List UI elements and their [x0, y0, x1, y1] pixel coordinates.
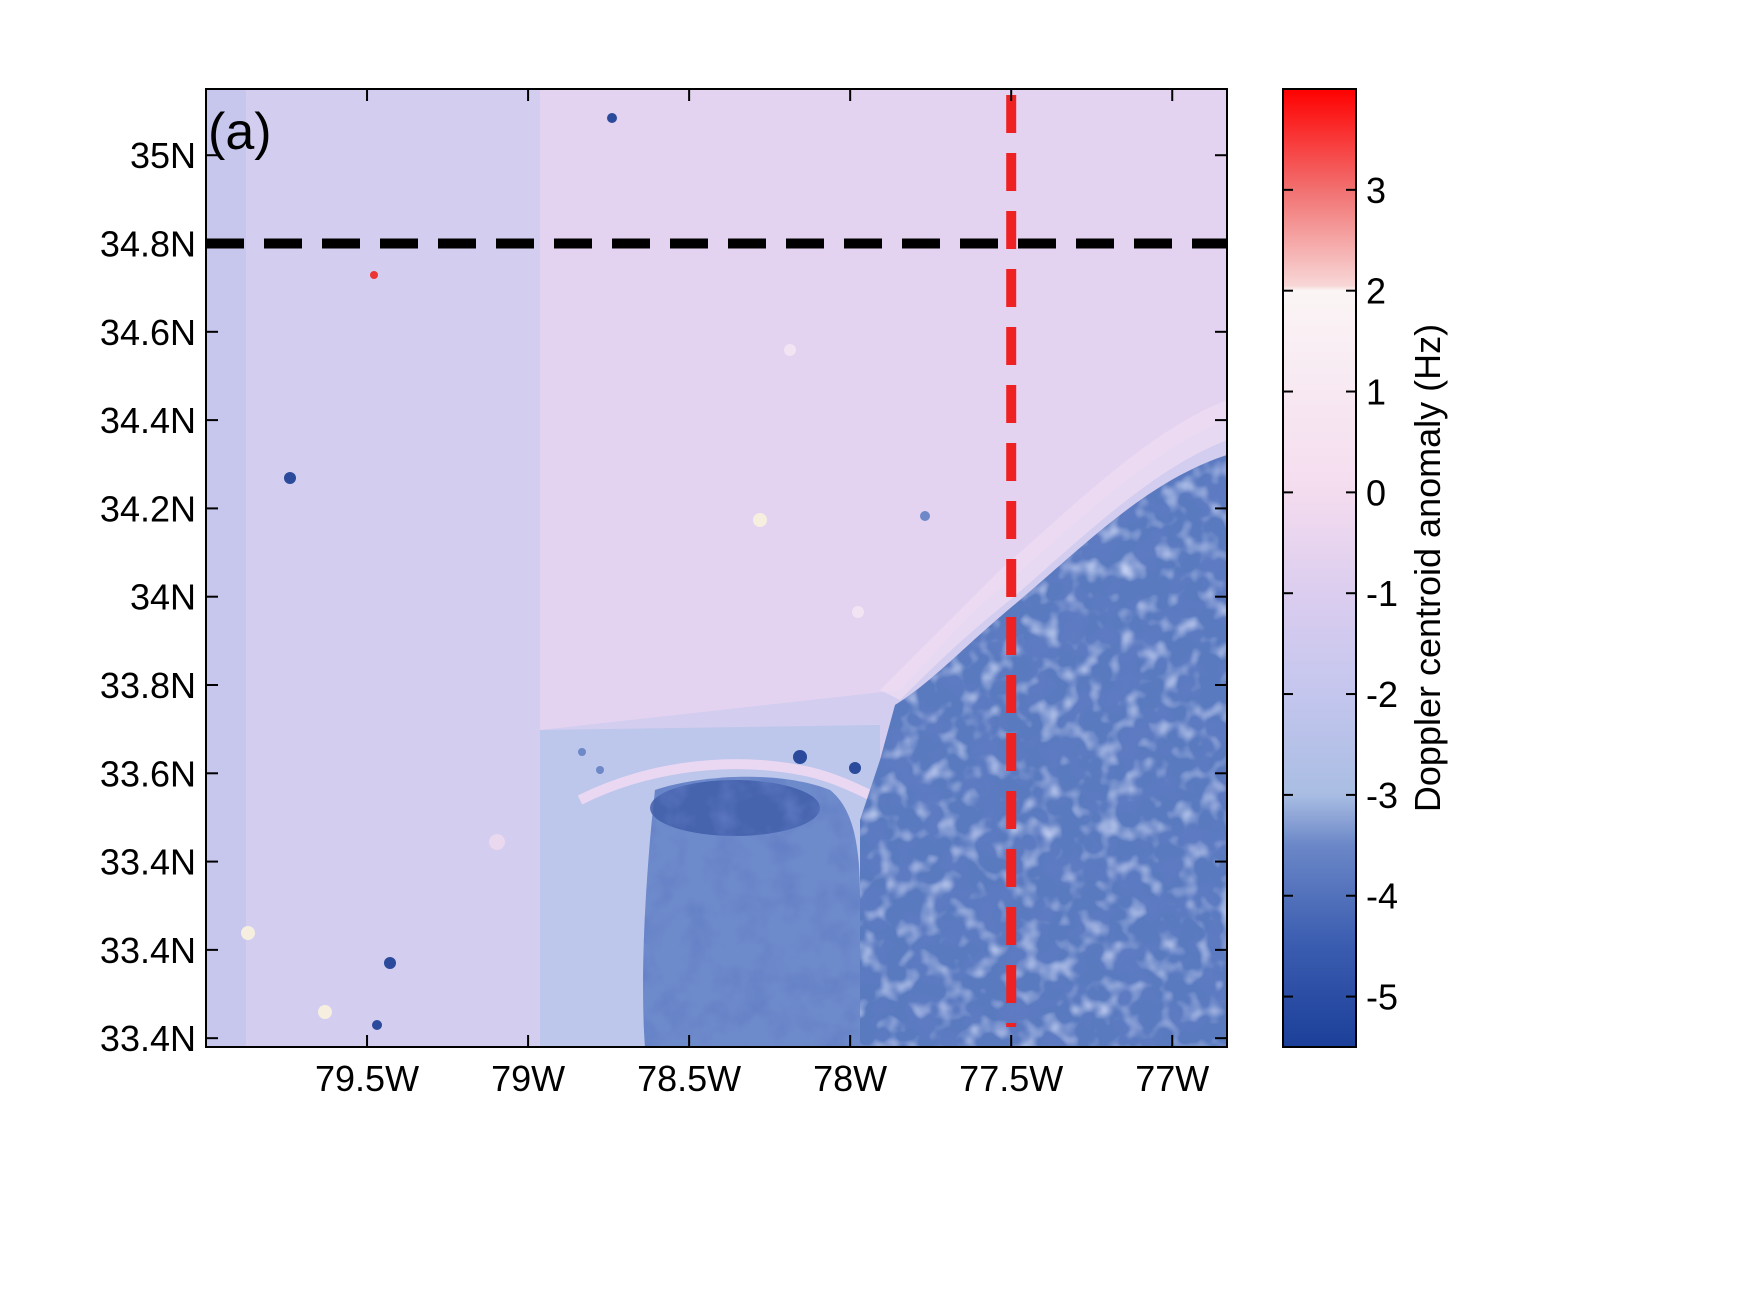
speckle: [370, 271, 378, 279]
y-tick-label: 35N: [130, 135, 196, 176]
speckle: [578, 748, 586, 756]
colorbar: 3 2 1 0 -1 -2 -3 -4 -5 Doppler centroid anomaly …: [1282, 88, 1448, 1048]
colorbar-ticks: 3 2 1 0 -1 -2 -3 -4 -5: [1283, 170, 1398, 1018]
field-coastal-arc: [577, 759, 883, 805]
x-tick-label: 77W: [1135, 1058, 1209, 1099]
colorbar-tick-label: 0: [1366, 472, 1386, 513]
colorbar-scale: [1283, 89, 1356, 1047]
y-tick-label: 34N: [130, 577, 196, 618]
speckle: [596, 766, 604, 774]
speckle: [784, 344, 796, 356]
colorbar-tick-label: -4: [1366, 876, 1398, 917]
field-texture-shelf: [643, 776, 860, 1047]
speckle: [920, 511, 930, 521]
colorbar-tick-label: 1: [1366, 372, 1386, 413]
y-tick-label: 33.4N: [100, 842, 196, 883]
doppler-field: [206, 89, 1227, 1047]
y-tick-label: 33.4N: [100, 930, 196, 971]
colorbar-label: Doppler centroid anomaly (Hz): [1407, 324, 1448, 812]
panel-label: (a): [208, 103, 272, 161]
speckle: [849, 762, 861, 774]
y-tick-label: 34.2N: [100, 488, 196, 529]
x-tick-label: 79.5W: [315, 1058, 419, 1099]
colorbar-tick-label: -5: [1366, 977, 1398, 1018]
colorbar-tick-label: -1: [1366, 573, 1398, 614]
colorbar-tick-label: 3: [1366, 170, 1386, 211]
y-tick-label: 34.4N: [100, 400, 196, 441]
x-tick-label: 77.5W: [959, 1058, 1063, 1099]
speckle: [753, 513, 767, 527]
plot-frame: [205, 88, 1228, 1048]
x-tick-label: 78.5W: [637, 1058, 741, 1099]
field-pink-zone: [540, 89, 1227, 730]
y-tick-label: 33.6N: [100, 753, 196, 794]
colorbar-tick-label: -3: [1366, 775, 1398, 816]
colorbar-tick-label: 2: [1366, 271, 1386, 312]
x-axis: 79.5W 79W 78.5W 78W 77.5W 77W: [315, 89, 1209, 1099]
x-tick-label: 78W: [813, 1058, 887, 1099]
speckle: [793, 750, 807, 764]
y-tick-label: 34.8N: [100, 224, 196, 265]
y-tick-label: 34.6N: [100, 312, 196, 353]
field-texture-light: [860, 455, 1227, 1047]
speckle: [852, 606, 864, 618]
speckle: [372, 1020, 382, 1030]
colorbar-frame: [1282, 88, 1357, 1048]
speckle: [607, 113, 617, 123]
field-left-strip: [206, 89, 246, 1047]
y-tick-label: 33.8N: [100, 665, 196, 706]
y-axis: 35N 34.8N 34.6N 34.4N 34.2N 34N 33.8N 33.6N 33.4…: [100, 135, 1227, 1059]
speckle: [489, 834, 505, 850]
field-pink-strip: [880, 400, 1227, 700]
speckle: [384, 957, 396, 969]
speckle: [318, 1005, 332, 1019]
speckle: [284, 472, 296, 484]
y-tick-label: 33.4N: [100, 1018, 196, 1059]
colorbar-tick-label: -2: [1366, 674, 1398, 715]
speckle: [241, 926, 255, 940]
x-tick-label: 79W: [491, 1058, 565, 1099]
